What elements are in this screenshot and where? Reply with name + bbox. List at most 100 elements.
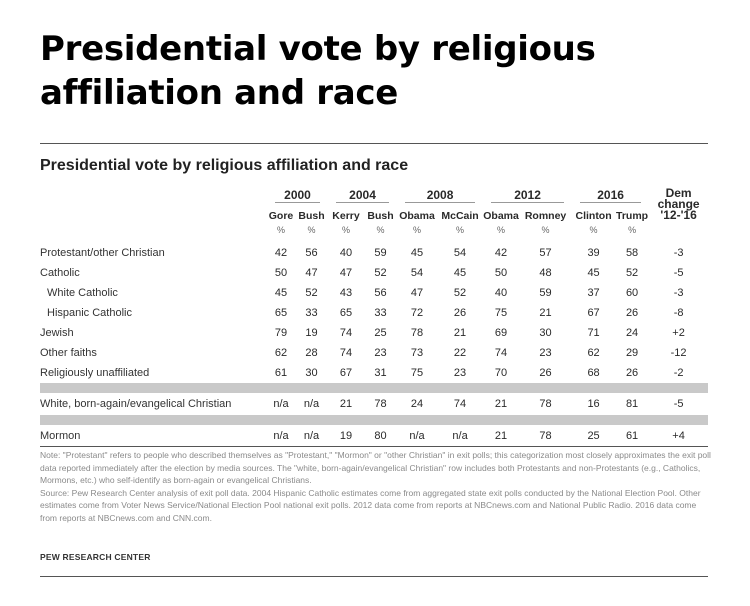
section-divider xyxy=(40,383,709,393)
vote-cell: 69 xyxy=(494,327,508,339)
year-2000-header: 2000 xyxy=(267,183,328,206)
vote-cell: 65 xyxy=(339,307,353,319)
vote-cell: 47 xyxy=(305,267,318,279)
vote-cell: 30 xyxy=(305,367,318,379)
vote-cell: n/a xyxy=(273,430,289,442)
vote-table: 2000 2004 2008 2012 2016 Dem change '12-… xyxy=(40,183,709,447)
dem-change-cell: -3 xyxy=(673,247,684,259)
vote-cell: 33 xyxy=(374,307,387,319)
table-row: White Catholic 45 52 43 56 47 52 40 59 37 60 -3 xyxy=(40,283,708,303)
year-2004-header: 2004 xyxy=(328,183,397,206)
vote-cell: 52 xyxy=(453,287,467,299)
vote-cell: 45 xyxy=(410,247,424,259)
vote-cell: n/a xyxy=(409,430,425,442)
vote-cell: 37 xyxy=(587,287,600,299)
headline: Presidential vote by religious affiliati… xyxy=(40,29,596,113)
vote-cell: 47 xyxy=(410,287,424,299)
row-label: Hispanic Catholic xyxy=(47,307,132,319)
percent-unit: % xyxy=(307,225,316,235)
vote-cell: 59 xyxy=(539,287,552,299)
percent-unit: % xyxy=(497,225,506,235)
dem-change-cell: -12 xyxy=(670,347,687,359)
table-row: Hispanic Catholic 65 33 65 33 72 26 75 21 67 26 -8 xyxy=(40,303,708,323)
vote-cell: 23 xyxy=(374,347,387,359)
vote-cell: 24 xyxy=(625,327,639,339)
vote-cell: 56 xyxy=(374,287,387,299)
vote-cell: 40 xyxy=(339,247,353,259)
row-label: Catholic xyxy=(40,267,80,279)
vote-cell: 45 xyxy=(587,267,600,279)
vote-cell: 78 xyxy=(539,398,552,410)
vote-cell: 26 xyxy=(453,307,467,319)
dem-change-cell: -5 xyxy=(673,267,684,279)
vote-cell: 19 xyxy=(305,327,318,339)
vote-cell: 54 xyxy=(453,247,467,259)
dem-change-cell: +4 xyxy=(672,430,685,442)
vote-cell: 78 xyxy=(410,327,424,339)
vote-cell: 29 xyxy=(625,347,639,359)
table-row: Mormon n/a n/a 19 80 n/a n/a 21 78 25 61 +4 xyxy=(40,425,708,447)
vote-cell: 74 xyxy=(453,398,467,410)
vote-cell: 52 xyxy=(374,267,387,279)
table-row: Religiously unaffiliated 61 30 67 31 75 23 70 26… xyxy=(40,363,708,383)
vote-cell: 40 xyxy=(494,287,508,299)
dem-change-cell: -3 xyxy=(673,287,684,299)
vote-cell: 68 xyxy=(587,367,600,379)
vote-cell: 45 xyxy=(453,267,467,279)
percent-unit: % xyxy=(376,225,385,235)
vote-cell: 78 xyxy=(539,430,552,442)
vote-cell: 42 xyxy=(494,247,508,259)
table-row: White, born-again/evangelical Christian n… xyxy=(40,393,708,415)
row-label: Jewish xyxy=(40,327,74,339)
vote-cell: n/a xyxy=(273,398,289,410)
year-header-row: 2000 2004 2008 2012 2016 Dem change '12-… xyxy=(40,183,708,221)
vote-cell: 50 xyxy=(274,267,288,279)
vote-cell: 48 xyxy=(539,267,552,279)
dem-change-cell: +2 xyxy=(672,327,685,339)
pew-credit: PEW RESEARCH CENTER xyxy=(40,552,151,562)
vote-cell: 61 xyxy=(625,430,639,442)
candidate-header: Gore xyxy=(268,209,294,222)
table-row: Jewish 79 19 74 25 78 21 69 30 71 24 +2 xyxy=(40,323,708,343)
vote-cell: 24 xyxy=(410,398,424,410)
vote-cell: 61 xyxy=(274,367,288,379)
dem-change-cell: -8 xyxy=(673,307,684,319)
vote-cell: n/a xyxy=(452,430,468,442)
vote-cell: 72 xyxy=(410,307,424,319)
table-row: Protestant/other Christian 42 56 40 59 45 54 42… xyxy=(40,243,708,263)
vote-cell: 56 xyxy=(305,247,318,259)
candidate-header: Obama xyxy=(399,209,435,222)
vote-cell: 58 xyxy=(625,247,639,259)
vote-cell: 45 xyxy=(274,287,288,299)
vote-cell: 47 xyxy=(339,267,353,279)
vote-cell: 25 xyxy=(587,430,600,442)
table-row: Other faiths 62 28 74 23 73 22 74 23 62 29 -12 xyxy=(40,343,708,363)
vote-cell: 65 xyxy=(274,307,288,319)
row-label: Religiously unaffiliated xyxy=(40,367,150,379)
vote-cell: 28 xyxy=(305,347,318,359)
vote-cell: 22 xyxy=(453,347,467,359)
vote-cell: 79 xyxy=(274,327,288,339)
row-label: White, born-again/evangelical Christian xyxy=(40,398,232,410)
notes-rule xyxy=(40,446,708,447)
chart-title: Presidential vote by religious affiliati… xyxy=(40,157,409,174)
vote-cell: 74 xyxy=(339,327,353,339)
vote-cell: 62 xyxy=(274,347,288,359)
vote-cell: 25 xyxy=(374,327,387,339)
dem-change-cell: -2 xyxy=(673,367,684,379)
dem-change-cell: -5 xyxy=(673,398,684,410)
candidate-header: Trump xyxy=(616,209,649,222)
candidate-header: Romney xyxy=(524,209,567,222)
vote-cell: 52 xyxy=(305,287,318,299)
note-text: Note: "Protestant" refers to people who … xyxy=(40,450,711,485)
vote-cell: 21 xyxy=(453,327,467,339)
vote-cell: 78 xyxy=(374,398,387,410)
table-row: Catholic 50 47 47 52 54 45 50 48 45 52 -5 xyxy=(40,263,708,283)
top-rule xyxy=(40,143,708,144)
vote-cell: 26 xyxy=(539,367,552,379)
candidate-header: Bush xyxy=(298,209,325,222)
vote-cell: 67 xyxy=(339,367,353,379)
vote-cell: 16 xyxy=(587,398,600,410)
candidate-header: Bush xyxy=(367,209,394,222)
year-2008-header: 2008 xyxy=(397,183,483,206)
